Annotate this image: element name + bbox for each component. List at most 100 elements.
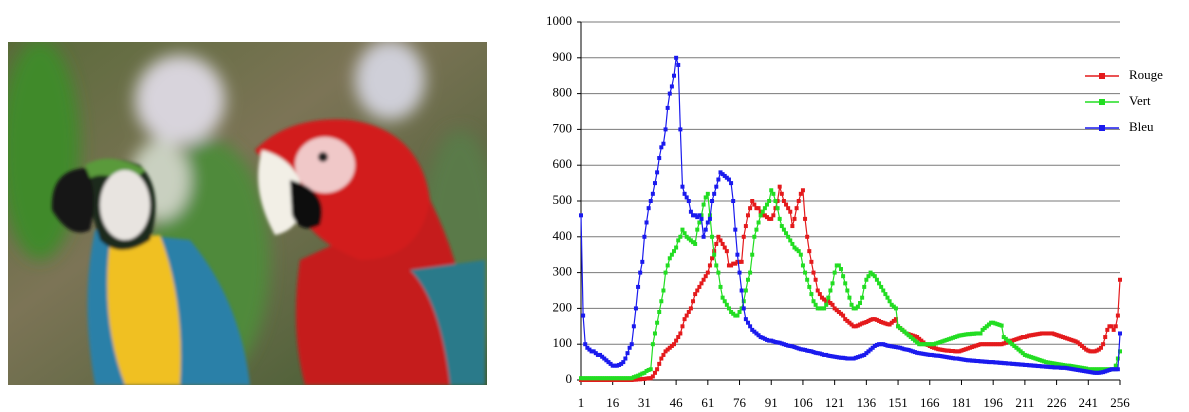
data-point	[767, 199, 771, 203]
data-point	[1105, 328, 1109, 332]
data-point	[725, 303, 729, 307]
data-point	[812, 299, 816, 303]
data-point	[740, 260, 744, 264]
data-point	[1118, 331, 1122, 335]
data-point	[809, 292, 813, 296]
data-point	[579, 213, 583, 217]
data-point	[860, 296, 864, 300]
data-point	[841, 314, 845, 318]
data-point	[759, 213, 763, 217]
data-point	[628, 346, 632, 350]
data-point	[653, 371, 657, 375]
data-point	[799, 253, 803, 257]
data-point	[828, 289, 832, 293]
data-point	[680, 228, 684, 232]
data-point	[661, 289, 665, 293]
data-point	[894, 306, 898, 310]
data-point	[723, 299, 727, 303]
data-point	[799, 192, 803, 196]
data-point	[742, 306, 746, 310]
data-point	[712, 253, 716, 257]
data-point	[1112, 328, 1116, 332]
y-tick-label: 200	[553, 299, 573, 314]
series-line	[581, 187, 1120, 380]
legend-marker	[1099, 125, 1105, 131]
x-tick-label: 211	[1015, 395, 1034, 410]
data-point	[659, 299, 663, 303]
data-point	[668, 256, 672, 260]
data-point	[776, 206, 780, 210]
data-point	[702, 235, 706, 239]
data-point	[877, 281, 881, 285]
y-tick-label: 1000	[546, 13, 572, 28]
data-point	[716, 235, 720, 239]
data-point	[784, 231, 788, 235]
data-point	[748, 206, 752, 210]
data-point	[689, 210, 693, 214]
data-point	[763, 206, 767, 210]
data-point	[744, 224, 748, 228]
chart: 0100200300400500600700800900100011631466…	[546, 13, 1163, 410]
data-point	[714, 263, 718, 267]
data-point	[725, 249, 729, 253]
data-point	[1114, 364, 1118, 368]
data-point	[702, 203, 706, 207]
data-point	[719, 285, 723, 289]
data-point	[680, 185, 684, 189]
data-point	[655, 367, 659, 371]
data-point	[757, 220, 761, 224]
x-tick-label: 226	[1047, 395, 1067, 410]
data-point	[670, 84, 674, 88]
data-point	[881, 289, 885, 293]
data-point	[659, 145, 663, 149]
y-tick-label: 900	[553, 49, 573, 64]
data-point	[676, 335, 680, 339]
data-point	[784, 203, 788, 207]
data-point	[757, 206, 761, 210]
data-point	[676, 238, 680, 242]
data-point	[699, 217, 703, 221]
data-point	[788, 238, 792, 242]
data-point	[676, 63, 680, 67]
data-point	[879, 285, 883, 289]
data-point	[674, 339, 678, 343]
x-tick-label: 16	[606, 395, 620, 410]
data-point	[801, 263, 805, 267]
data-point	[807, 249, 811, 253]
data-point	[978, 331, 982, 335]
data-point	[805, 278, 809, 282]
data-point	[687, 310, 691, 314]
data-point	[697, 220, 701, 224]
data-point	[719, 238, 723, 242]
x-tick-label: 91	[765, 395, 778, 410]
data-point	[744, 317, 748, 321]
data-point	[704, 228, 708, 232]
x-tick-label: 1	[578, 395, 585, 410]
data-point	[883, 292, 887, 296]
data-point	[1110, 324, 1114, 328]
data-point	[738, 310, 742, 314]
data-point	[1000, 324, 1004, 328]
data-point	[733, 228, 737, 232]
data-point	[841, 274, 845, 278]
data-point	[683, 192, 687, 196]
data-point	[826, 296, 830, 300]
data-point	[668, 92, 672, 96]
data-point	[885, 296, 889, 300]
data-point	[632, 324, 636, 328]
data-point	[680, 324, 684, 328]
data-point	[750, 253, 754, 257]
data-point	[778, 185, 782, 189]
data-point	[583, 342, 587, 346]
legend-label: Rouge	[1129, 67, 1163, 82]
data-point	[748, 324, 752, 328]
legend-marker	[1099, 73, 1105, 79]
data-point	[664, 271, 668, 275]
data-point	[642, 235, 646, 239]
data-point	[847, 296, 851, 300]
data-point	[786, 235, 790, 239]
data-point	[795, 206, 799, 210]
data-point	[797, 199, 801, 203]
data-point	[678, 331, 682, 335]
data-point	[678, 127, 682, 131]
